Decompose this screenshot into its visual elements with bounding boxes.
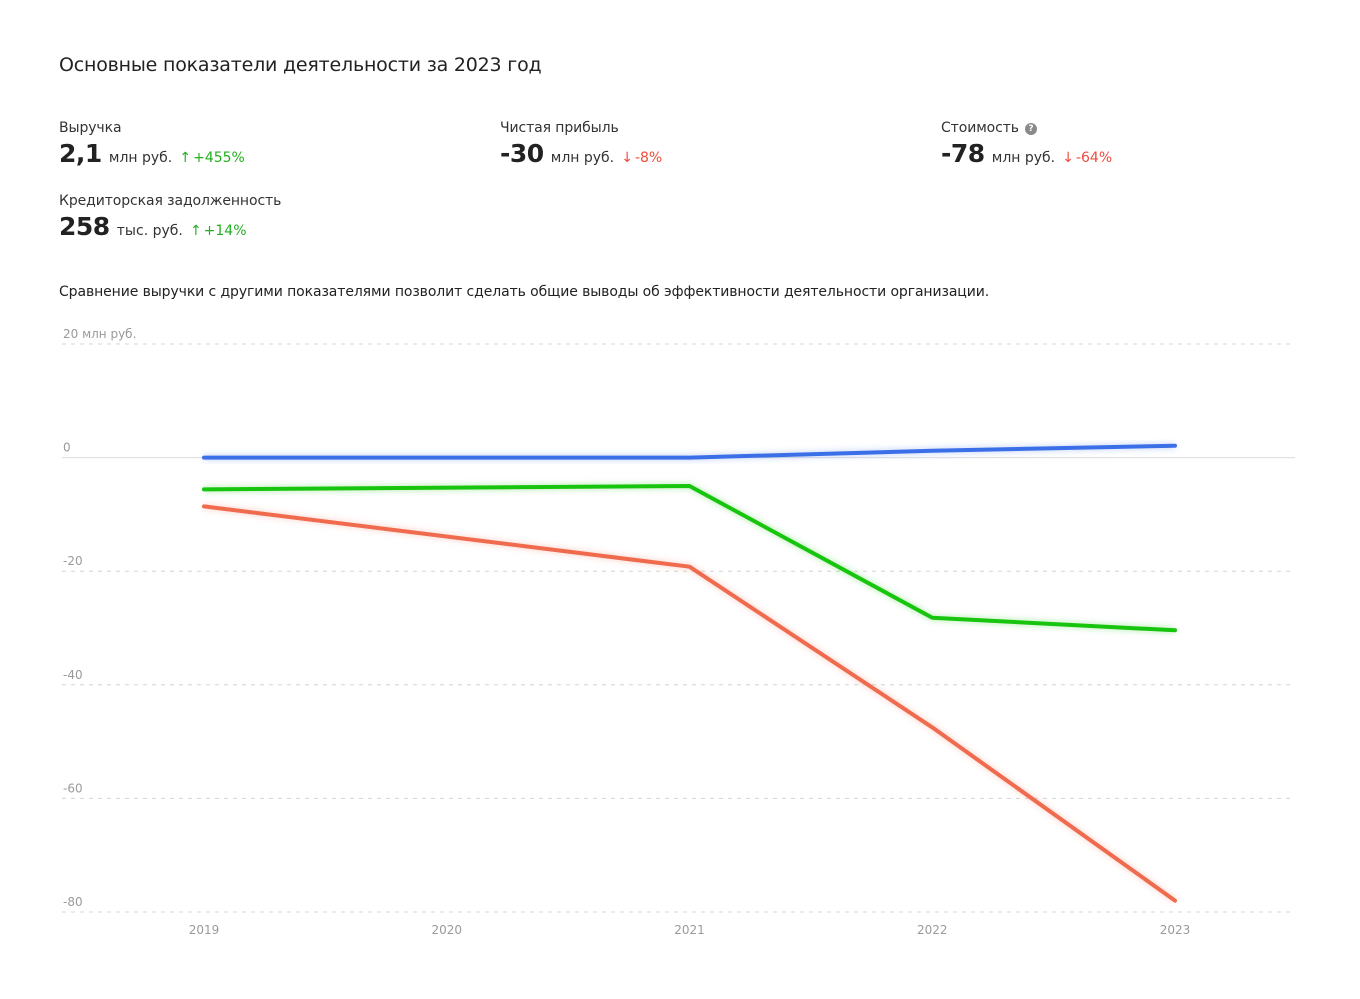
metric-label: Кредиторская задолженность [59, 193, 282, 209]
y-tick-label: -20 [63, 554, 83, 568]
y-tick-label: 20 млн руб. [63, 327, 136, 341]
page-title: Основные показатели деятельности за 2023… [59, 54, 542, 76]
x-axis: 2019 2020 2021 2022 2023 [189, 923, 1191, 937]
metric-accounts-payable: Кредиторская задолженность 258 тыс. руб.… [59, 193, 281, 241]
series-line-0[interactable] [202, 443, 1177, 460]
metric-value: 2,1 [59, 139, 102, 168]
x-tick-label: 2022 [917, 923, 948, 937]
metric-unit: млн руб. [108, 150, 173, 166]
arrow-down-icon: ↓ [621, 150, 633, 166]
x-tick-label: 2021 [674, 923, 705, 937]
y-tick-label: -80 [63, 895, 83, 909]
x-tick-label: 2023 [1160, 923, 1191, 937]
metric-label: Стоимость [941, 120, 1019, 136]
chart-description: Сравнение выручки с другими показателями… [59, 284, 990, 300]
metric-unit: млн руб. [991, 150, 1056, 166]
metric-value: -30 [500, 139, 544, 168]
x-tick-label: 2019 [189, 923, 220, 937]
metric-unit: млн руб. [550, 150, 615, 166]
metric-label: Чистая прибыль [500, 120, 619, 136]
chart-series [202, 442, 1177, 904]
metric-value: -78 [941, 139, 985, 168]
y-tick-label: 0 [63, 441, 71, 455]
x-tick-label: 2020 [431, 923, 462, 937]
series-line-2[interactable] [202, 504, 1177, 903]
metric-unit: тыс. руб. [116, 223, 183, 239]
question-icon[interactable]: ? [1024, 123, 1037, 135]
arrow-up-icon: ↑ [189, 223, 202, 239]
metric-change: -64% [1075, 150, 1113, 166]
arrow-down-icon: ↓ [1062, 150, 1074, 166]
metric-net-profit: Чистая прибыль -30 млн руб. ↓ -8% [500, 120, 662, 168]
metric-cost: Стоимость? -78 млн руб. ↓ -64% [941, 120, 1112, 168]
y-axis: 20 млн руб. 0 -20 -40 -60 -80 [63, 327, 136, 909]
metric-change: +14% [203, 223, 247, 239]
arrow-up-icon: ↑ [179, 150, 192, 166]
series-line-1[interactable] [202, 484, 1177, 633]
metric-label: Выручка [59, 120, 122, 136]
series-line-glow [203, 482, 1176, 634]
metric-change: +455% [193, 150, 245, 166]
y-tick-label: -40 [63, 668, 83, 682]
metric-revenue: Выручка 2,1 млн руб. ↑ +455% [59, 120, 245, 168]
y-tick-label: -60 [63, 781, 83, 795]
metric-value: 258 [59, 212, 110, 241]
metric-change: -8% [634, 150, 663, 166]
